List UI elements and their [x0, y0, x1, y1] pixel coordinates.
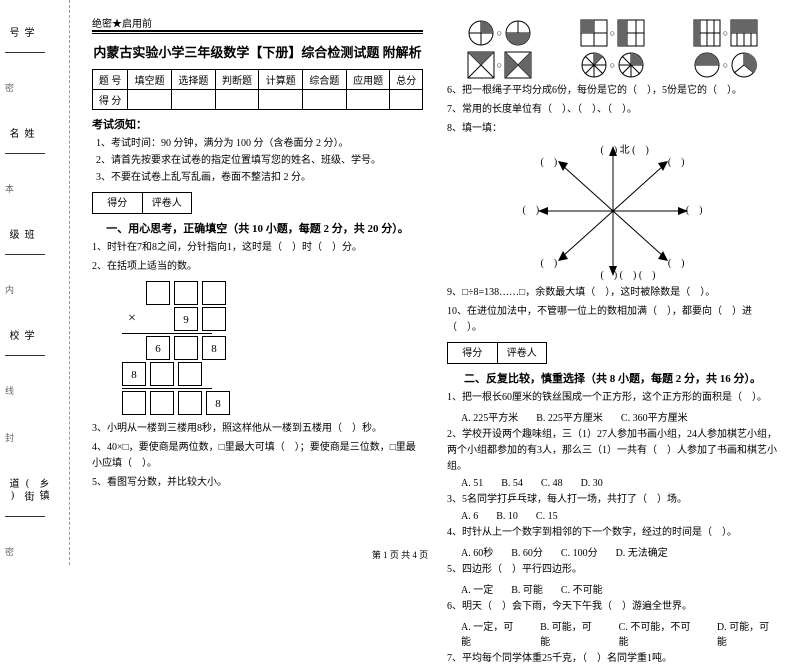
- circle-quarters-icon: [504, 19, 532, 47]
- cut-mark: 密: [5, 81, 65, 94]
- td: 得 分: [93, 90, 128, 110]
- th: 总分: [390, 70, 423, 90]
- margin-label: 学校: [5, 330, 35, 350]
- circle-quarters-icon: [467, 19, 495, 47]
- circle-half-icon: [693, 51, 721, 79]
- compass-diagram: ( ) 北 ( ) ( ) ( ) ( ) ( ) ( ) ( ) ( ) ( …: [523, 141, 703, 281]
- left-column: 绝密★启用前 内蒙古实验小学三年级数学【下册】综合检测试题 附解析 题 号 填空…: [80, 15, 435, 560]
- notice-item: 1、考试时间：90 分钟，满分为 100 分（含卷面分 2 分）。: [96, 135, 423, 152]
- cut-mark: 线: [5, 384, 65, 397]
- q10: 10、在进位加法中，不管哪一位上的数相加满（ ），都要向（ ）进（ ）。: [447, 304, 778, 336]
- page-footer: 第 1 页 共 4 页: [372, 548, 428, 561]
- circle-thirds-icon: [730, 51, 758, 79]
- q8: 8、填一填：: [447, 121, 778, 137]
- q5: 5、看图写分数，并比较大小。: [92, 475, 423, 491]
- binding-margin: 学号 密 姓名 本 班级 内 学校 线 封 乡镇(街道) 密: [0, 0, 70, 565]
- score-label: 得分: [93, 193, 143, 213]
- secret-mark: 绝密★启用前: [92, 15, 423, 30]
- p2q7: 7、平均每个同学体重25千克，（ ）名同学重1吨。: [447, 651, 778, 667]
- margin-label: 学号: [5, 27, 35, 47]
- square-grid-icon: [730, 19, 758, 47]
- cut-mark: 本: [5, 182, 65, 195]
- part2-title: 二、反复比较，慎重选择（共 8 小题，每题 2 分，共 16 分）。: [447, 370, 778, 386]
- th: 题 号: [93, 70, 128, 90]
- q2: 2、在括项上适当的数。: [92, 259, 423, 275]
- margin-label: 乡镇(街道): [5, 478, 50, 511]
- p2q1: 1、把一根长60厘米的铁丝围成一个正方形，这个正方形的面积是（ ）。: [447, 390, 778, 406]
- margin-label: 姓名: [5, 128, 35, 148]
- circle-eighths-icon: [580, 51, 608, 79]
- grader-label: 评卷人: [498, 343, 547, 363]
- content-area: 绝密★启用前 内蒙古实验小学三年级数学【下册】综合检测试题 附解析 题 号 填空…: [70, 0, 800, 565]
- circle-eighths-icon: [617, 51, 645, 79]
- p2q5: 5、四边形（ ）平行四边形。: [447, 562, 778, 578]
- score-table: 题 号 填空题 选择题 判断题 计算题 综合题 应用题 总分 得 分: [92, 69, 423, 110]
- page-root: 学号 密 姓名 本 班级 内 学校 线 封 乡镇(街道) 密 绝密★启用前 内蒙…: [0, 0, 800, 565]
- th: 判断题: [215, 70, 259, 90]
- square-grid-icon: [580, 19, 608, 47]
- header-rule: [92, 30, 423, 34]
- th: 填空题: [128, 70, 172, 90]
- th: 应用题: [346, 70, 390, 90]
- th: 综合题: [303, 70, 347, 90]
- square-diag-icon: [504, 51, 532, 79]
- part1-title: 一、用心思考，正确填空（共 10 小题，每题 2 分，共 20 分）。: [92, 220, 423, 236]
- q7: 7、常用的长度单位有（ ）、（ ）、（ ）。: [447, 102, 778, 118]
- score-label: 得分: [448, 343, 498, 363]
- cut-mark: 密: [5, 545, 65, 558]
- q3: 3、小明从一楼到三楼用8秒，照这样他从一楼到五楼用（ ）秒。: [92, 421, 423, 437]
- p2q6: 6、明天（ ）会下雨，今天下午我（ ）游遍全世界。: [447, 599, 778, 615]
- cut-mark: 内: [5, 283, 65, 296]
- right-column: ○ ○ ○ ○ ○ ○ 6、把一根绳子平均分成6份，每份是它的（ ），5份是它的…: [435, 15, 790, 560]
- score-box: 得分 评卷人: [92, 192, 192, 214]
- notice-head: 考试须知：: [92, 116, 423, 132]
- fraction-shapes-row1: ○ ○ ○: [447, 19, 778, 47]
- square-grid-icon: [693, 19, 721, 47]
- grader-label: 评卷人: [143, 193, 192, 213]
- score-box-2: 得分 评卷人: [447, 342, 547, 364]
- p2q4: 4、时针从上一个数字到相邻的下一个数字，经过的时间是（ ）。: [447, 525, 778, 541]
- q6: 6、把一根绳子平均分成6份，每份是它的（ ），5份是它的（ ）。: [447, 83, 778, 99]
- p2q3: 3、5名同学打乒乓球，每人打一场，共打了（ ）场。: [447, 492, 778, 508]
- q4: 4、40×□，要使商是两位数，□里最大可填（ ）；要使商是三位数，□里最小应填（…: [92, 440, 423, 472]
- multiplication-grid: ×9 68 8 8: [122, 281, 423, 415]
- square-grid-icon: [617, 19, 645, 47]
- notice-item: 3、不要在试卷上乱写乱画，卷面不整洁扣 2 分。: [96, 169, 423, 186]
- th: 计算题: [259, 70, 303, 90]
- p2q2: 2、学校开设两个趣味组，三（1）27人参加书画小组，24人参加棋艺小组，两个小组…: [447, 427, 778, 475]
- exam-title: 内蒙古实验小学三年级数学【下册】综合检测试题 附解析: [92, 42, 423, 61]
- notice-item: 2、请首先按要求在试卷的指定位置填写您的姓名、班级、学号。: [96, 152, 423, 169]
- q1: 1、时针在7和8之间，分针指向1，这时是（ ）时（ ）分。: [92, 240, 423, 256]
- th: 选择题: [171, 70, 215, 90]
- fraction-shapes-row2: ○ ○ ○: [447, 51, 778, 79]
- margin-label: 班级: [5, 229, 35, 249]
- q9: 9、□÷8=138……□，余数最大填（ ），这时被除数是（ ）。: [447, 285, 778, 301]
- square-diag-icon: [467, 51, 495, 79]
- cut-mark: 封: [5, 431, 65, 444]
